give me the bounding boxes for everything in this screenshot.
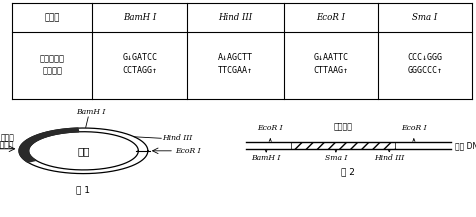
Text: CCTAGG↑: CCTAGG↑ [122, 66, 157, 75]
Text: BamH I: BamH I [251, 154, 280, 162]
Text: GGGCCC↑: GGGCCC↑ [407, 66, 442, 75]
Text: CTTAAG↑: CTTAAG↑ [313, 66, 347, 75]
Text: G↓GATCC: G↓GATCC [122, 53, 157, 62]
Text: 抗生素: 抗生素 [0, 134, 14, 143]
Text: Hind III: Hind III [373, 154, 404, 162]
Polygon shape [19, 128, 79, 162]
Text: EcoR I: EcoR I [175, 147, 201, 155]
Text: EcoR I: EcoR I [257, 124, 282, 132]
Text: 限制酶: 限制酶 [44, 13, 60, 22]
Text: BamH I: BamH I [123, 13, 156, 22]
Text: Sma I: Sma I [324, 154, 347, 162]
Text: 图 2: 图 2 [340, 167, 355, 176]
Text: 切割位点: 切割位点 [42, 66, 62, 75]
Text: EcoR I: EcoR I [400, 124, 426, 132]
Text: CCC↓GGG: CCC↓GGG [407, 53, 442, 62]
Text: 抗性基因: 抗性基因 [0, 141, 14, 150]
Text: 目的基因: 目的基因 [333, 123, 352, 132]
Text: 识别序列及: 识别序列及 [40, 54, 65, 63]
Text: 质粒: 质粒 [77, 146, 89, 156]
Text: A↓AGCTT: A↓AGCTT [217, 53, 252, 62]
Text: BamH I: BamH I [76, 108, 105, 116]
Text: G↓AATTC: G↓AATTC [313, 53, 347, 62]
Text: 图 1: 图 1 [76, 186, 90, 194]
Text: Hind III: Hind III [218, 13, 252, 22]
Text: TTCGAA↑: TTCGAA↑ [217, 66, 252, 75]
Text: 外源 DNA: 外源 DNA [454, 141, 476, 150]
Text: EcoR I: EcoR I [316, 13, 345, 22]
Bar [290, 142, 395, 149]
Text: Sma I: Sma I [412, 13, 437, 22]
Text: Hind III: Hind III [162, 134, 192, 142]
